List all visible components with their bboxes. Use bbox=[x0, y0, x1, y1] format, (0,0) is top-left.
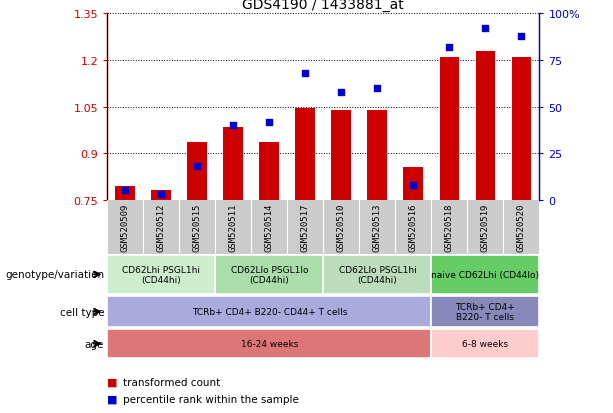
Bar bbox=[259, 143, 280, 200]
Text: GSM520515: GSM520515 bbox=[193, 203, 202, 251]
Bar bbox=[432, 296, 539, 328]
Bar bbox=[215, 255, 324, 294]
Text: CD62Llo PSGL1lo
(CD44hi): CD62Llo PSGL1lo (CD44hi) bbox=[230, 265, 308, 284]
Point bbox=[517, 33, 527, 40]
Bar bbox=[151, 191, 171, 200]
Text: ■: ■ bbox=[107, 394, 118, 404]
Text: GSM520511: GSM520511 bbox=[229, 203, 238, 251]
Text: GSM520520: GSM520520 bbox=[517, 203, 526, 251]
Text: GSM520519: GSM520519 bbox=[481, 203, 490, 251]
Text: ■: ■ bbox=[107, 377, 118, 387]
Bar bbox=[476, 52, 495, 200]
Text: age: age bbox=[85, 339, 104, 349]
Point bbox=[264, 119, 274, 126]
Text: GSM520512: GSM520512 bbox=[157, 203, 166, 251]
Text: GSM520518: GSM520518 bbox=[445, 203, 454, 251]
Bar bbox=[107, 329, 432, 358]
Point bbox=[229, 123, 238, 129]
Bar bbox=[403, 168, 424, 200]
Text: GSM520510: GSM520510 bbox=[337, 203, 346, 251]
Bar bbox=[295, 109, 315, 200]
Point bbox=[481, 26, 490, 33]
Bar bbox=[223, 128, 243, 200]
Bar bbox=[107, 296, 432, 328]
Text: CD62Llo PSGL1hi
(CD44hi): CD62Llo PSGL1hi (CD44hi) bbox=[338, 265, 416, 284]
Text: TCRb+ CD4+
B220- T cells: TCRb+ CD4+ B220- T cells bbox=[455, 302, 516, 321]
Bar bbox=[115, 186, 135, 200]
Text: percentile rank within the sample: percentile rank within the sample bbox=[123, 394, 299, 404]
Text: GSM520509: GSM520509 bbox=[121, 203, 130, 251]
Bar bbox=[107, 255, 215, 294]
Bar bbox=[188, 143, 207, 200]
Point bbox=[156, 192, 166, 198]
Text: 16-24 weeks: 16-24 weeks bbox=[241, 339, 298, 348]
Title: GDS4190 / 1433881_at: GDS4190 / 1433881_at bbox=[243, 0, 404, 12]
Point bbox=[444, 45, 454, 51]
Bar bbox=[440, 58, 459, 200]
Point bbox=[408, 182, 418, 189]
Bar bbox=[432, 255, 539, 294]
Point bbox=[300, 71, 310, 77]
Text: 6-8 weeks: 6-8 weeks bbox=[462, 339, 508, 348]
Text: cell type: cell type bbox=[59, 307, 104, 317]
Text: GSM520513: GSM520513 bbox=[373, 203, 382, 251]
Text: GSM520514: GSM520514 bbox=[265, 203, 274, 251]
Bar bbox=[511, 58, 531, 200]
Bar bbox=[432, 329, 539, 358]
Text: CD62Lhi PSGL1hi
(CD44hi): CD62Lhi PSGL1hi (CD44hi) bbox=[123, 265, 200, 284]
Text: GSM520517: GSM520517 bbox=[301, 203, 310, 251]
Text: GSM520516: GSM520516 bbox=[409, 203, 418, 251]
Text: naive CD62Lhi (CD44lo): naive CD62Lhi (CD44lo) bbox=[432, 270, 539, 279]
Point bbox=[192, 164, 202, 170]
Bar bbox=[324, 255, 432, 294]
Bar bbox=[367, 111, 387, 200]
Point bbox=[337, 89, 346, 96]
Text: transformed count: transformed count bbox=[123, 377, 220, 387]
Text: genotype/variation: genotype/variation bbox=[5, 270, 104, 280]
Bar bbox=[332, 111, 351, 200]
Point bbox=[373, 85, 383, 92]
Point bbox=[120, 188, 130, 195]
Text: TCRb+ CD4+ B220- CD44+ T cells: TCRb+ CD4+ B220- CD44+ T cells bbox=[192, 307, 347, 316]
